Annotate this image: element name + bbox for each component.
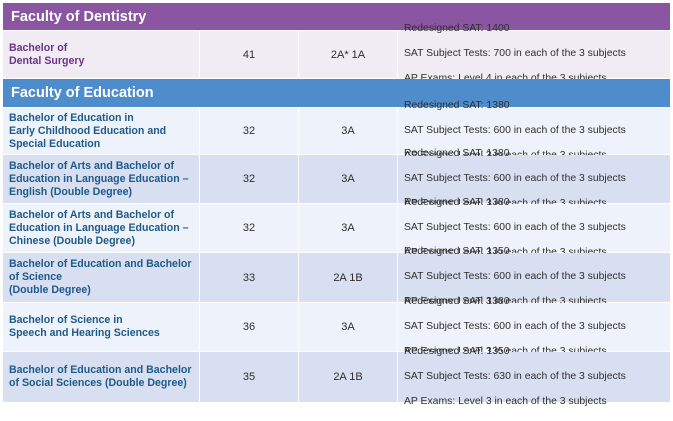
score-cell: 36 [200, 303, 299, 351]
requirements-cell: Redesigned SAT: 1350 SAT Subject Tests: … [398, 246, 670, 307]
programme-name-line: Bachelor of Arts and Bachelor of [9, 159, 175, 172]
programme-name: Bachelor of Education in Early Childhood… [3, 108, 200, 154]
programme-name-line: Bachelor of [9, 41, 68, 54]
programme-name-line: Bachelor of Education and Bachelor [9, 258, 192, 270]
grades-cell: 3A [299, 204, 398, 252]
programme-name-line: Bachelor of Science in [9, 314, 123, 326]
score-cell: 32 [200, 204, 299, 252]
requirement-line: Redesigned SAT: 1400 [404, 23, 510, 35]
requirement-line: AP Exams: Level 3 in each of the 3 subje… [404, 346, 626, 359]
programme-name-line: Bachelor of Arts and Bachelor of [9, 208, 175, 221]
programme-name-line: Dental Surgery [9, 54, 85, 67]
grades-cell: 3A [299, 108, 398, 154]
requirement-line: SAT Subject Tests: 600 in each of the 3 … [404, 172, 626, 184]
table-row: Bachelor of Education and Bachelor of Sc… [3, 246, 670, 307]
programme-name-line: of Science [9, 271, 62, 283]
table-row: Bachelor of Arts and Bachelor of Educati… [3, 197, 670, 258]
programme-name-line: Education in Language Education – [9, 221, 189, 234]
programme-name-line: of Social Sciences (Double Degree) [9, 377, 187, 389]
score-cell: 32 [200, 108, 299, 154]
score-cell: 41 [200, 31, 299, 78]
table-row: Bachelor of Science in Speech and Hearin… [3, 296, 670, 357]
faculty-title: Faculty of Dentistry [11, 8, 147, 25]
programme-name: Bachelor of Arts and Bachelor of Educati… [3, 155, 200, 203]
requirements-cell: Redesigned SAT: 1350 SAT Subject Tests: … [398, 346, 670, 407]
requirement-line: AP Exams: Level 3 in each of the 3 subje… [404, 395, 607, 407]
requirements-cell: Redesigned SAT: 1400 SAT Subject Tests: … [398, 23, 670, 84]
score-cell: 35 [200, 352, 299, 402]
grades-cell: 2A 1B [299, 253, 398, 302]
requirement-line: AP Exams: Level 4 in each of the 3 subje… [404, 73, 626, 86]
programme-name: Bachelor of Education and Bachelor of So… [3, 352, 200, 402]
programme-name-line: Special Education [9, 137, 101, 150]
programme-name: Bachelor of Science in Speech and Hearin… [3, 303, 200, 351]
table-row: Bachelor of Education and Bachelor of So… [3, 346, 670, 407]
requirement-line: SAT Subject Tests: 600 in each of the 3 … [404, 320, 626, 332]
grades-cell: 3A [299, 155, 398, 203]
requirement-line: Redesigned SAT: 1350 [404, 345, 510, 357]
grades-cell: 3A [299, 303, 398, 351]
score-cell: 32 [200, 155, 299, 203]
requirements-cell: Redesigned SAT: 1380 SAT Subject Tests: … [398, 148, 670, 209]
programme-name: Bachelor of Dental Surgery [3, 31, 200, 78]
programme-name-line: Bachelor of Education and Bachelor [9, 364, 192, 376]
requirement-line: SAT Subject Tests: 600 in each of the 3 … [404, 221, 626, 233]
programme-name-line: Education in Language Education – [9, 172, 189, 185]
programme-name-line: English (Double Degree) [9, 185, 133, 198]
requirement-line: AP Exams: Level 3 in each of the 3 subje… [404, 296, 607, 308]
table-row: Bachelor of Dental Surgery 41 2A* 1A Red… [3, 23, 670, 84]
programme-name-line: Chinese (Double Degree) [9, 234, 135, 247]
admission-requirements-table: Faculty of Dentistry Bachelor of Dental … [3, 3, 670, 407]
programme-name-line: Speech and Hearing Sciences [9, 327, 160, 339]
requirement-line: SAT Subject Tests: 630 in each of the 3 … [404, 370, 626, 382]
requirement-line: Redesigned SAT: 1380 [404, 147, 510, 159]
programme-name-line: Early Childhood Education and [9, 124, 167, 137]
requirement-line: SAT Subject Tests: 700 in each of the 3 … [404, 48, 626, 60]
table-row: Bachelor of Arts and Bachelor of Educati… [3, 148, 670, 209]
grades-cell: 2A* 1A [299, 31, 398, 78]
faculty-title: Faculty of Education [11, 85, 154, 101]
requirement-line: Redesigned SAT: 1350 [404, 246, 510, 258]
grades-cell: 2A 1B [299, 352, 398, 402]
programme-name: Bachelor of Education and Bachelor of Sc… [3, 253, 200, 302]
requirement-line: AP Exams: Level 3 in each of the 3 subje… [404, 198, 626, 211]
requirements-cell: Redesigned SAT: 1380 SAT Subject Tests: … [398, 296, 670, 357]
requirement-line: SAT Subject Tests: 600 in each of the 3 … [404, 124, 626, 136]
requirement-line: Redesigned SAT: 1380 [404, 196, 510, 208]
faculty-header-dentistry: Faculty of Dentistry [3, 3, 670, 30]
requirements-cell: Redesigned SAT: 1380 SAT Subject Tests: … [398, 197, 670, 258]
programme-name-line: Bachelor of Education in [9, 111, 134, 124]
programme-name-line: (Double Degree) [9, 284, 91, 296]
requirement-line: Redesigned SAT: 1380 [404, 99, 510, 111]
requirement-line: SAT Subject Tests: 600 in each of the 3 … [404, 271, 626, 283]
requirement-line: Redesigned SAT: 1380 [404, 295, 510, 307]
requirement-line: AP Exams: Level 3 in each of the 3 subje… [404, 247, 626, 260]
programme-name: Bachelor of Arts and Bachelor of Educati… [3, 204, 200, 252]
score-cell: 33 [200, 253, 299, 302]
faculty-header-education: Faculty of Education [3, 79, 670, 107]
